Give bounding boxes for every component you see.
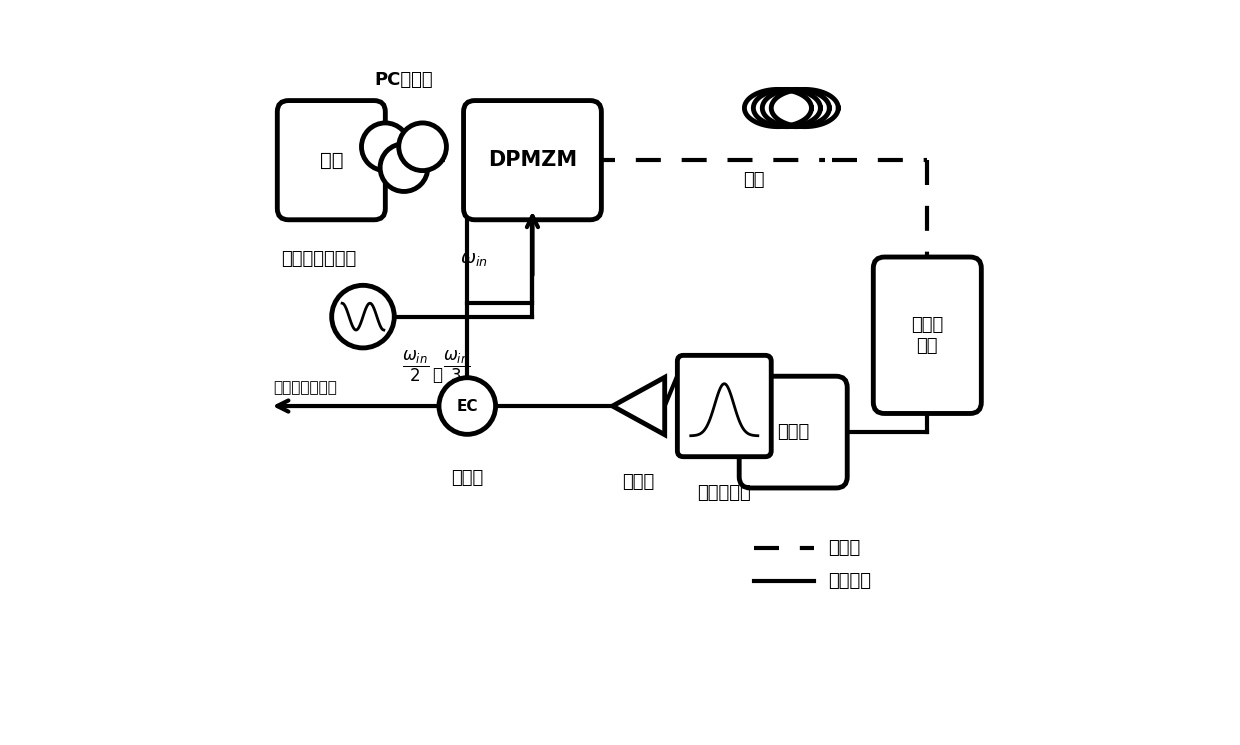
Text: 功分器: 功分器 (451, 469, 484, 487)
Circle shape (439, 378, 496, 434)
Circle shape (381, 144, 428, 191)
Text: 光源: 光源 (320, 150, 343, 170)
FancyBboxPatch shape (873, 257, 981, 413)
Text: 宽带滤波器: 宽带滤波器 (697, 484, 751, 502)
Text: 光电探
测器: 光电探 测器 (911, 316, 944, 355)
FancyBboxPatch shape (739, 376, 847, 488)
Text: $\omega_{in}$: $\omega_{in}$ (460, 250, 487, 268)
Circle shape (331, 285, 394, 348)
Text: 光通道: 光通道 (828, 539, 861, 557)
Circle shape (399, 123, 446, 171)
Text: EC: EC (456, 399, 479, 413)
Text: 或: 或 (433, 366, 443, 384)
Text: 移相器: 移相器 (777, 423, 810, 441)
Polygon shape (613, 378, 665, 435)
Text: 分频后输出信号: 分频后输出信号 (274, 380, 337, 395)
Circle shape (362, 123, 409, 171)
Text: 光纤: 光纤 (743, 171, 765, 189)
Text: $\dfrac{\omega_{in}}{2}$: $\dfrac{\omega_{in}}{2}$ (402, 349, 429, 384)
Text: PC控制器: PC控制器 (374, 72, 433, 89)
Text: 放大器: 放大器 (622, 473, 655, 491)
Text: 微波通道: 微波通道 (828, 572, 872, 590)
FancyBboxPatch shape (677, 355, 771, 457)
Text: DPMZM: DPMZM (487, 150, 577, 170)
Text: 待分频信号输入: 待分频信号输入 (281, 250, 356, 268)
Text: $\dfrac{\omega_{in}}{3}$: $\dfrac{\omega_{in}}{3}$ (443, 349, 470, 384)
FancyBboxPatch shape (278, 101, 386, 220)
FancyBboxPatch shape (464, 101, 601, 220)
